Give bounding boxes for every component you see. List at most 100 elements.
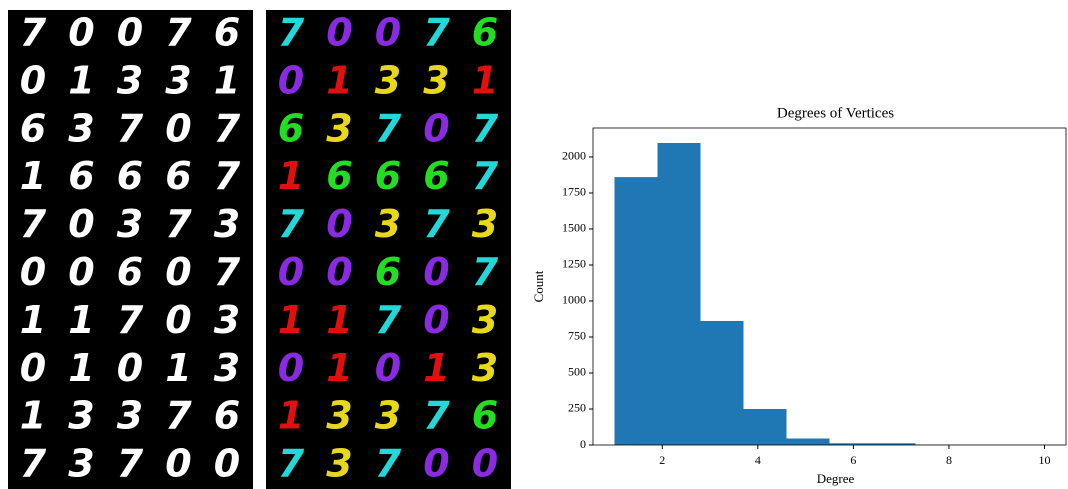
- digit: 3: [375, 58, 401, 102]
- y-tick-label: 0: [580, 437, 586, 451]
- digit: 0: [68, 11, 94, 55]
- digit: 3: [375, 202, 401, 246]
- x-tick-label: 10: [1039, 453, 1051, 467]
- digit: 6: [472, 11, 498, 55]
- bar: [701, 321, 744, 445]
- digit: 0: [423, 442, 449, 486]
- digit: 0: [278, 346, 304, 390]
- digit: 7: [375, 298, 402, 342]
- y-tick-label: 1500: [562, 221, 586, 235]
- digit: 7: [117, 442, 144, 486]
- digit: 0: [165, 298, 191, 342]
- digit: 3: [214, 202, 240, 246]
- digit: 7: [472, 250, 499, 294]
- digit: 1: [20, 394, 46, 438]
- digit: 7: [117, 298, 144, 342]
- digit: 0: [165, 442, 191, 486]
- digit: 1: [20, 154, 46, 198]
- digit: 0: [117, 11, 143, 55]
- digit: 3: [165, 58, 191, 102]
- digit: 7: [165, 394, 192, 438]
- digit: 3: [68, 394, 94, 438]
- digit: 0: [68, 250, 94, 294]
- digit: 7: [278, 202, 305, 246]
- digit: 0: [278, 250, 304, 294]
- digit: 7: [278, 442, 305, 486]
- x-axis-label: Degree: [817, 471, 855, 486]
- digit: 6: [326, 154, 352, 198]
- digit: 0: [375, 11, 401, 55]
- digit: 0: [326, 250, 352, 294]
- digit: 3: [472, 298, 498, 342]
- digit: 3: [214, 346, 240, 390]
- digit: 3: [68, 106, 94, 150]
- digit: 3: [68, 442, 94, 486]
- digit: 7: [117, 106, 144, 150]
- digit: 3: [375, 394, 401, 438]
- digit: 7: [214, 154, 241, 198]
- digit: 6: [214, 394, 240, 438]
- digit: 6: [375, 250, 401, 294]
- digit: 1: [68, 58, 94, 102]
- digit: 7: [472, 154, 499, 198]
- bar: [744, 409, 787, 445]
- y-tick-label: 1750: [562, 185, 586, 199]
- digit: 0: [326, 11, 352, 55]
- digit: 7: [165, 11, 192, 55]
- bar: [658, 143, 701, 445]
- digit: 0: [423, 250, 449, 294]
- digit: 7: [423, 394, 450, 438]
- digit: 7: [20, 11, 47, 55]
- digit: 0: [20, 346, 46, 390]
- y-tick-label: 250: [568, 401, 586, 415]
- digit: 3: [472, 202, 498, 246]
- bar: [615, 177, 658, 445]
- digit: 7: [165, 202, 192, 246]
- digit: 7: [214, 106, 241, 150]
- digit: 3: [326, 394, 352, 438]
- digit: 0: [375, 346, 401, 390]
- digit: 6: [117, 154, 143, 198]
- digit: 0: [165, 250, 191, 294]
- digit: 0: [423, 298, 449, 342]
- digit: 7: [214, 250, 241, 294]
- digit: 1: [214, 58, 240, 102]
- x-tick-label: 8: [946, 453, 952, 467]
- digit: 6: [472, 394, 498, 438]
- digit: 3: [214, 298, 240, 342]
- y-tick-label: 1000: [562, 293, 586, 307]
- y-tick-label: 2000: [562, 149, 586, 163]
- digit: 1: [68, 346, 94, 390]
- digit: 1: [326, 58, 352, 102]
- y-axis-label: Count: [531, 270, 546, 302]
- digit: 6: [423, 154, 449, 198]
- digit: 3: [472, 346, 498, 390]
- x-tick-label: 4: [755, 453, 761, 467]
- digit: 3: [423, 58, 449, 102]
- digit: 7: [20, 202, 47, 246]
- digit: 0: [117, 346, 143, 390]
- digit: 6: [68, 154, 94, 198]
- digit: 1: [278, 154, 304, 198]
- digit: 0: [68, 202, 94, 246]
- digit: 0: [214, 442, 240, 486]
- digit: 1: [68, 298, 94, 342]
- digit: 1: [326, 298, 352, 342]
- digit: 0: [20, 58, 46, 102]
- digit: 0: [423, 106, 449, 150]
- y-tick-label: 500: [568, 365, 586, 379]
- x-tick-label: 6: [850, 453, 856, 467]
- digit: 3: [117, 58, 143, 102]
- digit: 1: [278, 394, 304, 438]
- digit: 1: [278, 298, 304, 342]
- digit: 6: [117, 250, 143, 294]
- digit: 7: [375, 442, 402, 486]
- digit: 7: [472, 106, 499, 150]
- digit: 7: [375, 106, 402, 150]
- digit: 0: [278, 58, 304, 102]
- digit: 3: [326, 106, 352, 150]
- y-tick-label: 750: [568, 329, 586, 343]
- page: 7007601331637071666770373006071170301013…: [0, 0, 1068, 489]
- digit: 3: [117, 394, 143, 438]
- digit: 6: [20, 106, 46, 150]
